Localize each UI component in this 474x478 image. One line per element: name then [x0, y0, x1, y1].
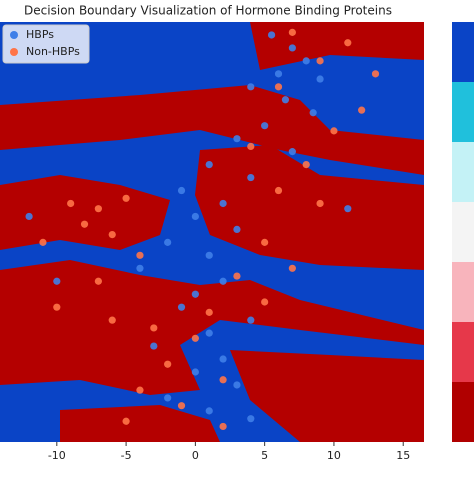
point [261, 122, 269, 130]
point [150, 342, 158, 350]
point [344, 39, 352, 47]
legend [2, 24, 90, 64]
point [53, 277, 61, 285]
point [316, 75, 324, 83]
point [371, 70, 380, 78]
point [205, 407, 213, 415]
x-tick-label: 15 [396, 449, 410, 462]
region-red [230, 350, 424, 442]
point [267, 31, 276, 39]
point [108, 316, 116, 324]
point [108, 230, 116, 239]
point [316, 57, 324, 65]
point [164, 360, 172, 368]
point [177, 402, 186, 410]
colorbar-block [452, 262, 474, 322]
point [219, 376, 227, 384]
chart-title: Decision Boundary Visualization of Hormo… [24, 4, 392, 18]
colorbar-block [452, 22, 474, 82]
point [164, 394, 172, 402]
point [164, 238, 172, 246]
point [274, 83, 283, 91]
point [191, 290, 199, 298]
point [274, 70, 283, 78]
point [136, 386, 144, 394]
point [302, 57, 310, 65]
legend-label: HBPs [26, 28, 54, 41]
point [80, 220, 89, 228]
point [261, 298, 269, 306]
point [330, 127, 338, 135]
point [288, 28, 296, 36]
point [191, 212, 199, 221]
point [150, 324, 158, 332]
point [205, 329, 213, 337]
point [136, 251, 144, 259]
region-red [0, 85, 424, 175]
x-tick-label: -5 [121, 449, 132, 462]
x-tick-label: 0 [192, 449, 199, 462]
region-red [0, 175, 170, 250]
point [288, 44, 296, 52]
colorbar-block [452, 142, 474, 202]
x-tick-label: -10 [48, 449, 66, 462]
point [233, 225, 241, 234]
point [219, 422, 227, 431]
colorbar-block [452, 82, 474, 142]
colorbar-block [452, 322, 474, 382]
legend-marker [10, 48, 18, 56]
legend-label: Non-HBPs [26, 45, 80, 58]
point [177, 186, 186, 195]
point [247, 142, 255, 151]
point [233, 381, 241, 389]
decision-regions [0, 22, 424, 442]
colorbar-block [452, 202, 474, 262]
point [219, 277, 227, 285]
point [316, 199, 324, 208]
point [25, 212, 33, 221]
point [233, 272, 241, 280]
point [205, 160, 213, 169]
point [53, 303, 61, 311]
point [247, 316, 255, 324]
point [302, 160, 310, 169]
point [219, 199, 227, 208]
point [309, 109, 317, 117]
point [136, 264, 144, 272]
point [219, 355, 227, 363]
point [358, 106, 366, 114]
point [94, 205, 102, 213]
point [281, 96, 290, 104]
point [247, 173, 255, 182]
region-red [60, 405, 220, 442]
point [67, 199, 75, 208]
point [122, 417, 130, 425]
point [344, 205, 352, 213]
point [205, 251, 213, 259]
point [288, 148, 296, 156]
legend-marker [10, 31, 18, 39]
point [288, 264, 296, 272]
colorbar-block [452, 382, 474, 442]
legend-box [2, 24, 90, 64]
point [39, 238, 47, 246]
point [233, 135, 241, 143]
point [247, 415, 255, 423]
point [94, 277, 102, 285]
point [261, 238, 269, 246]
x-tick-label: 5 [261, 449, 268, 462]
point [122, 194, 130, 202]
region-red [0, 260, 424, 395]
point [247, 83, 255, 91]
point [274, 186, 283, 195]
point [191, 334, 199, 342]
point [191, 368, 199, 376]
point [205, 308, 213, 316]
x-tick-label: 10 [327, 449, 341, 462]
point [177, 303, 186, 311]
